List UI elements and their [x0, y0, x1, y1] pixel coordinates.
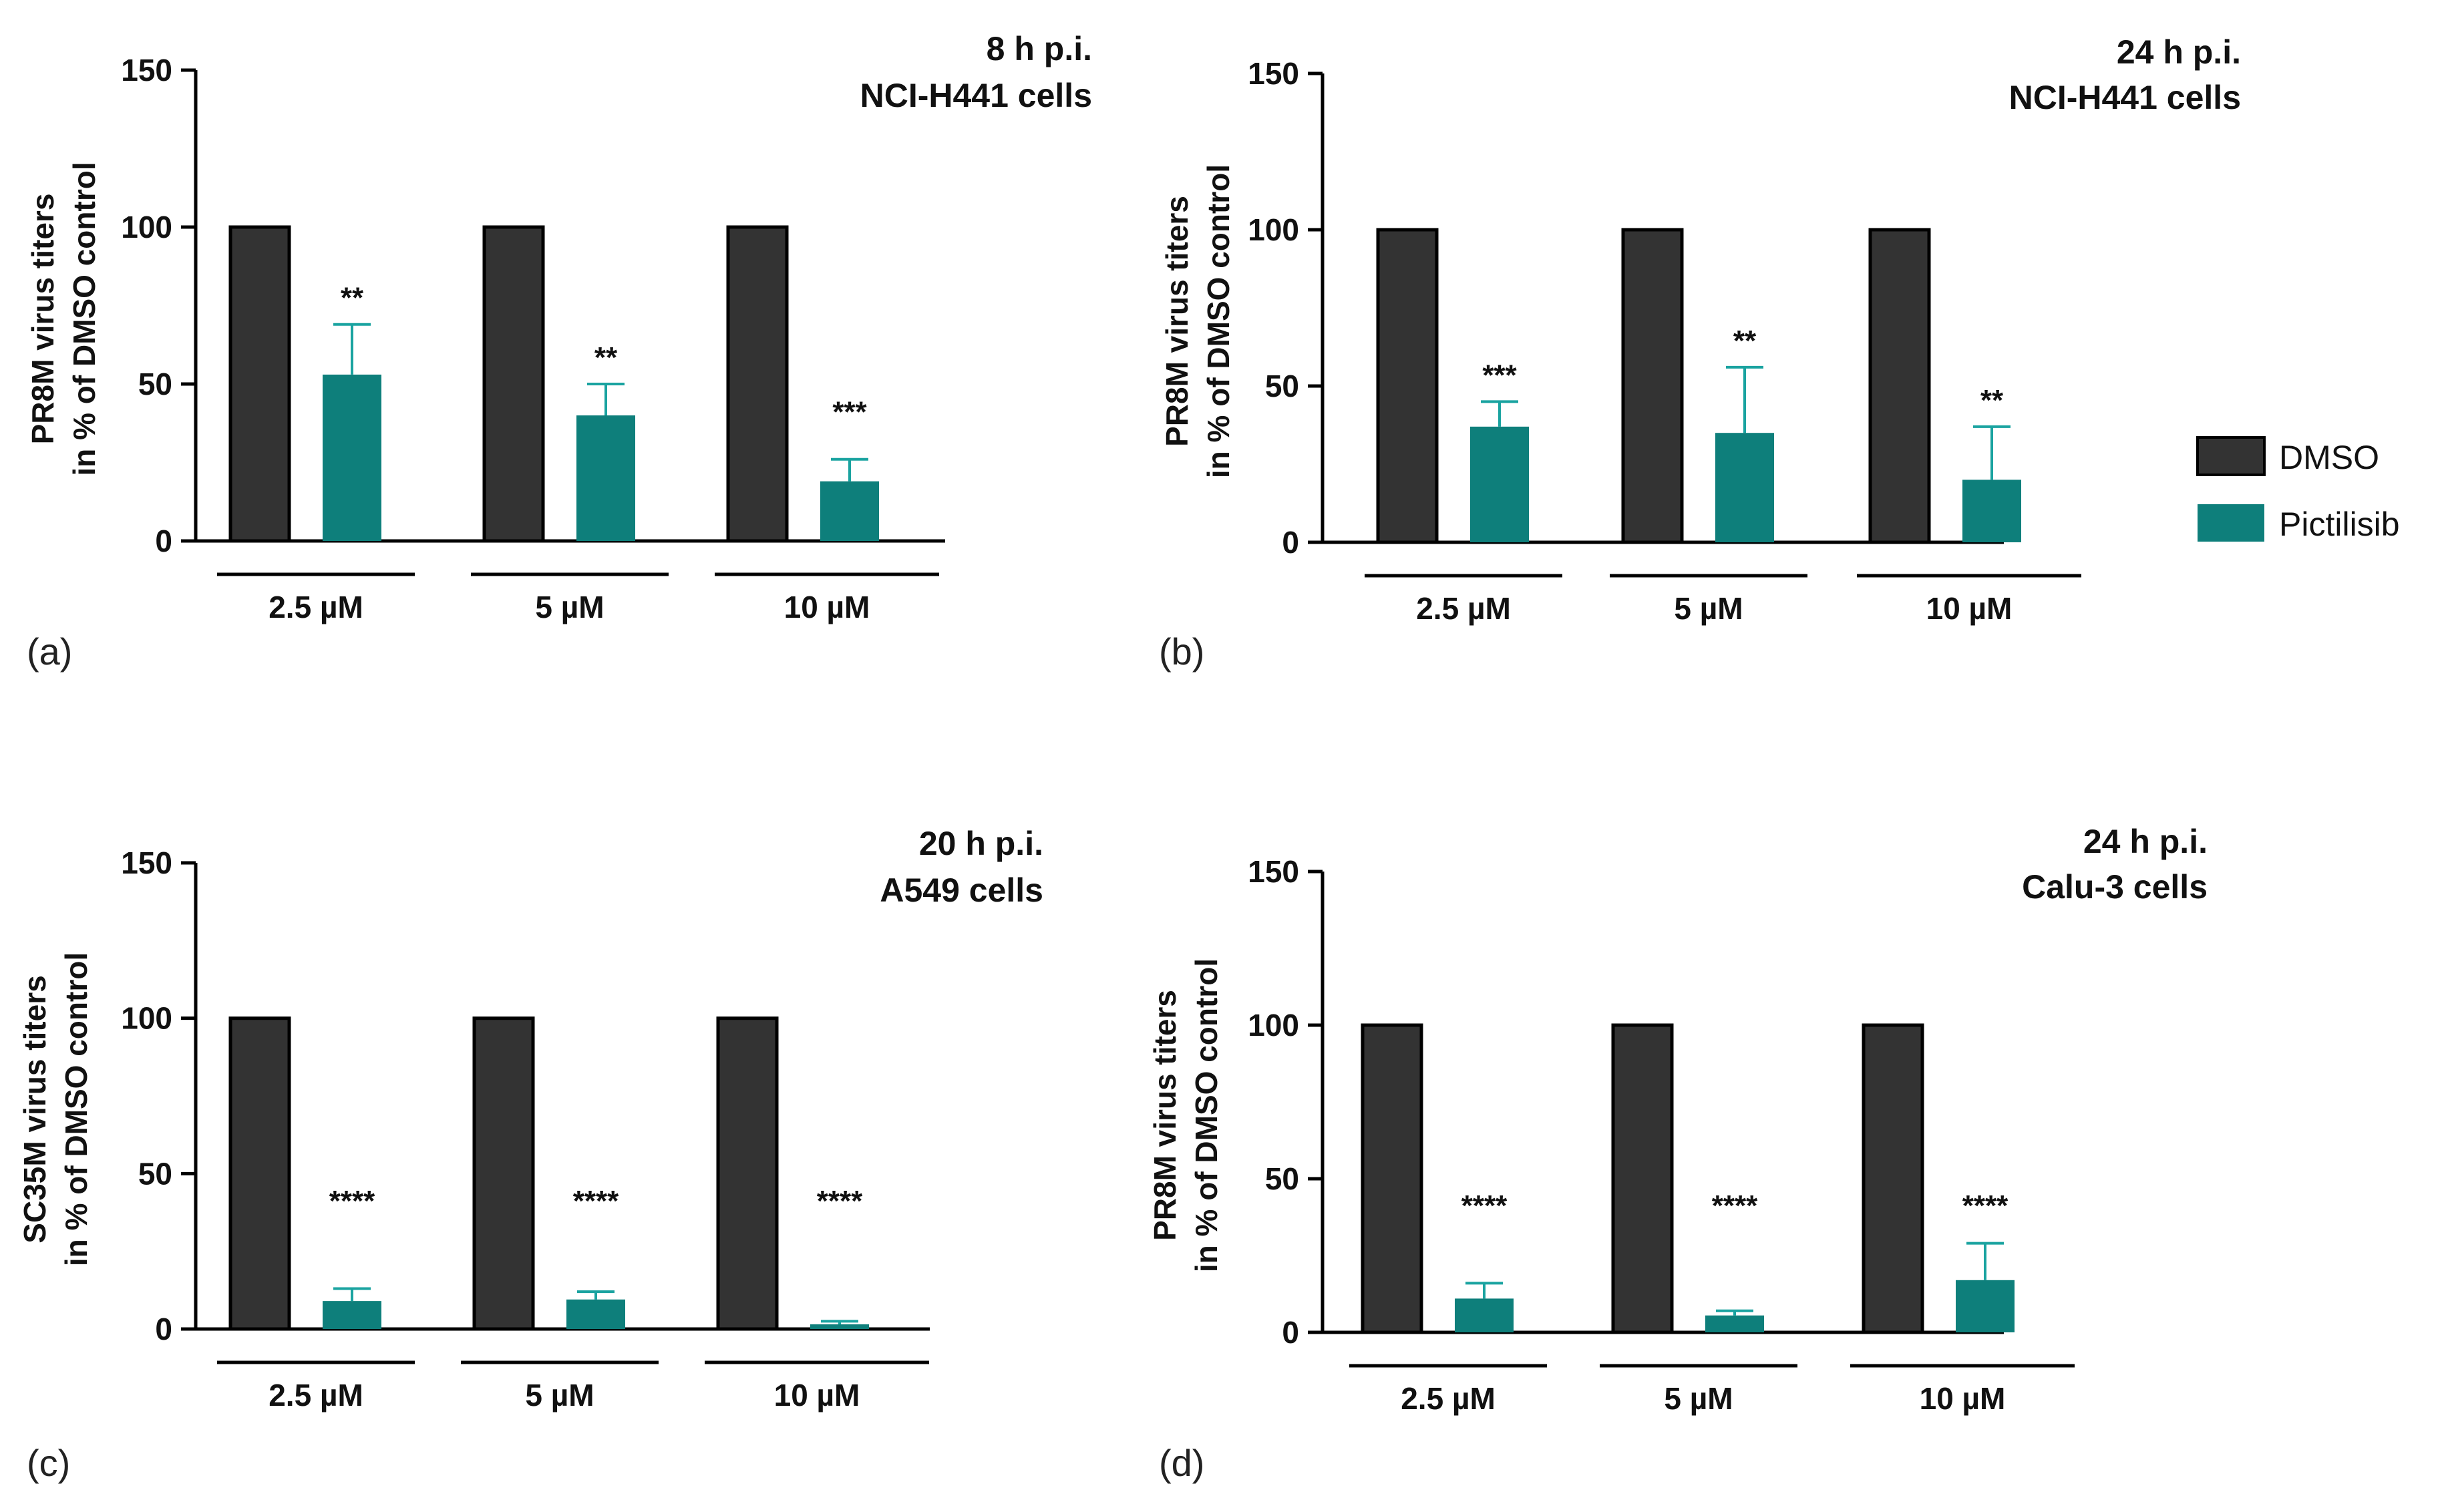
panel-letter: (a) — [27, 630, 72, 673]
bar-dmso — [228, 1016, 291, 1331]
y-axis-label-line-2: in % of DMSO control — [1201, 164, 1236, 478]
panel-letter: (d) — [1159, 1442, 1204, 1484]
bar-dmso — [1361, 1023, 1423, 1334]
group-label: 10 µM — [784, 590, 870, 624]
y-tick-label: 0 — [1282, 525, 1299, 560]
significance-label: **** — [329, 1185, 375, 1217]
chart-title-line-1: 8 h p.i. — [987, 30, 1092, 67]
bar-dmso — [716, 1016, 779, 1331]
significance-label: **** — [1461, 1189, 1508, 1222]
bar-pictilisib — [1715, 433, 1774, 542]
bar-dmso — [1611, 1023, 1674, 1334]
legend-label-pictilisib: Pictilisib — [2279, 506, 2400, 543]
y-tick-label: 50 — [1265, 369, 1299, 403]
legend-swatch-dmso — [2196, 436, 2266, 476]
y-tick-label: 150 — [121, 845, 172, 880]
chart-title-line-1: 24 h p.i. — [2117, 33, 2241, 71]
chart-panel-1: 0 50 100 150 PR8M virus titers in % of DMSO c… — [25, 30, 1092, 673]
significance-label: **** — [1962, 1189, 2009, 1222]
significance-label: **** — [573, 1185, 619, 1217]
significance-label: *** — [832, 395, 867, 428]
chart-title-line-2: A549 cells — [880, 872, 1043, 909]
y-tick-label: 50 — [1265, 1161, 1299, 1196]
y-tick-label: 50 — [138, 1156, 172, 1191]
y-tick-label: 100 — [121, 210, 172, 244]
bar-pictilisib — [810, 1324, 869, 1329]
group-label: 10 µM — [1920, 1381, 2006, 1416]
y-axis-label-line-1: PR8M virus titers — [25, 194, 60, 445]
bar-dmso — [228, 225, 291, 543]
panel-letter: (b) — [1159, 630, 1204, 673]
bar-dmso — [1862, 1023, 1924, 1334]
bar-dmso — [472, 1016, 535, 1331]
significance-label: ** — [341, 282, 364, 315]
bar-dmso — [1868, 228, 1931, 544]
y-tick-label: 100 — [1248, 212, 1299, 247]
y-axis-label-line-2: in % of DMSO control — [1189, 958, 1224, 1272]
chart-panel-2: 0 50 100 150 PR8M virus titers in % of DMSO c… — [1159, 33, 2241, 673]
chart-title-line-1: 20 h p.i. — [919, 825, 1043, 862]
chart-title-line-1: 24 h p.i. — [2083, 823, 2208, 860]
legend: DMSO Pictilisib — [2196, 436, 2400, 543]
bar-pictilisib — [323, 374, 381, 541]
bar-pictilisib — [1455, 1298, 1514, 1332]
significance-label: **** — [1712, 1189, 1758, 1222]
bar-dmso — [726, 225, 789, 543]
significance-label: **** — [817, 1185, 863, 1217]
significance-label: ** — [594, 341, 618, 374]
significance-label: ** — [1733, 325, 1757, 357]
bar-pictilisib — [323, 1301, 381, 1329]
group-label: 10 µM — [1926, 591, 2013, 626]
group-label: 5 µM — [1664, 1381, 1733, 1416]
bar-pictilisib — [1956, 1280, 2015, 1332]
y-axis-label-line-2: in % of DMSO control — [59, 952, 94, 1266]
y-tick-label: 150 — [1248, 56, 1299, 91]
y-axis-label-line-1: PR8M virus titers — [1160, 196, 1194, 447]
bar-pictilisib — [1962, 480, 2021, 542]
y-tick-label: 0 — [1282, 1315, 1299, 1350]
y-tick-label: 50 — [138, 367, 172, 401]
y-tick-label: 100 — [121, 1001, 172, 1036]
significance-label: ** — [1980, 384, 2004, 417]
legend-swatch-pictilisib — [2198, 504, 2264, 542]
group-label: 2.5 µM — [269, 1378, 363, 1412]
bar-dmso — [482, 225, 545, 543]
legend-label-dmso: DMSO — [2279, 439, 2379, 476]
chart-panel-3: 0 50 100 150 SC35M virus titers in % of DMSO … — [17, 825, 1043, 1484]
bar-pictilisib — [1705, 1315, 1764, 1332]
chart-title-line-2: NCI-H441 cells — [860, 77, 1092, 114]
bar-pictilisib — [820, 481, 879, 541]
bar-pictilisib — [566, 1299, 625, 1329]
group-label: 5 µM — [535, 590, 604, 624]
y-axis-label-line-2: in % of DMSO control — [67, 162, 102, 476]
panel-letter: (c) — [27, 1442, 70, 1484]
y-tick-label: 0 — [155, 524, 172, 558]
y-axis-label-line-1: PR8M virus titers — [1148, 990, 1182, 1241]
chart-title-line-2: NCI-H441 cells — [2009, 79, 2241, 116]
bar-dmso — [1376, 228, 1439, 544]
group-label: 5 µM — [1674, 591, 1743, 626]
group-label: 2.5 µM — [1416, 591, 1511, 626]
y-axis-label-line-1: SC35M virus titers — [17, 975, 52, 1243]
group-label: 2.5 µM — [1401, 1381, 1496, 1416]
group-label: 2.5 µM — [269, 590, 363, 624]
y-tick-label: 0 — [155, 1312, 172, 1346]
y-tick-label: 100 — [1248, 1008, 1299, 1043]
chart-panel-4: 0 50 100 150 PR8M virus titers in % of DMSO c… — [1148, 823, 2208, 1484]
y-tick-label: 150 — [1248, 854, 1299, 889]
group-label: 10 µM — [774, 1378, 860, 1412]
bar-pictilisib — [1470, 426, 1529, 542]
significance-label: *** — [1482, 359, 1517, 391]
chart-title-line-2: Calu-3 cells — [2022, 868, 2208, 906]
group-label: 5 µM — [525, 1378, 594, 1412]
bar-dmso — [1621, 228, 1684, 544]
y-tick-label: 150 — [121, 53, 172, 87]
bar-pictilisib — [576, 415, 635, 541]
